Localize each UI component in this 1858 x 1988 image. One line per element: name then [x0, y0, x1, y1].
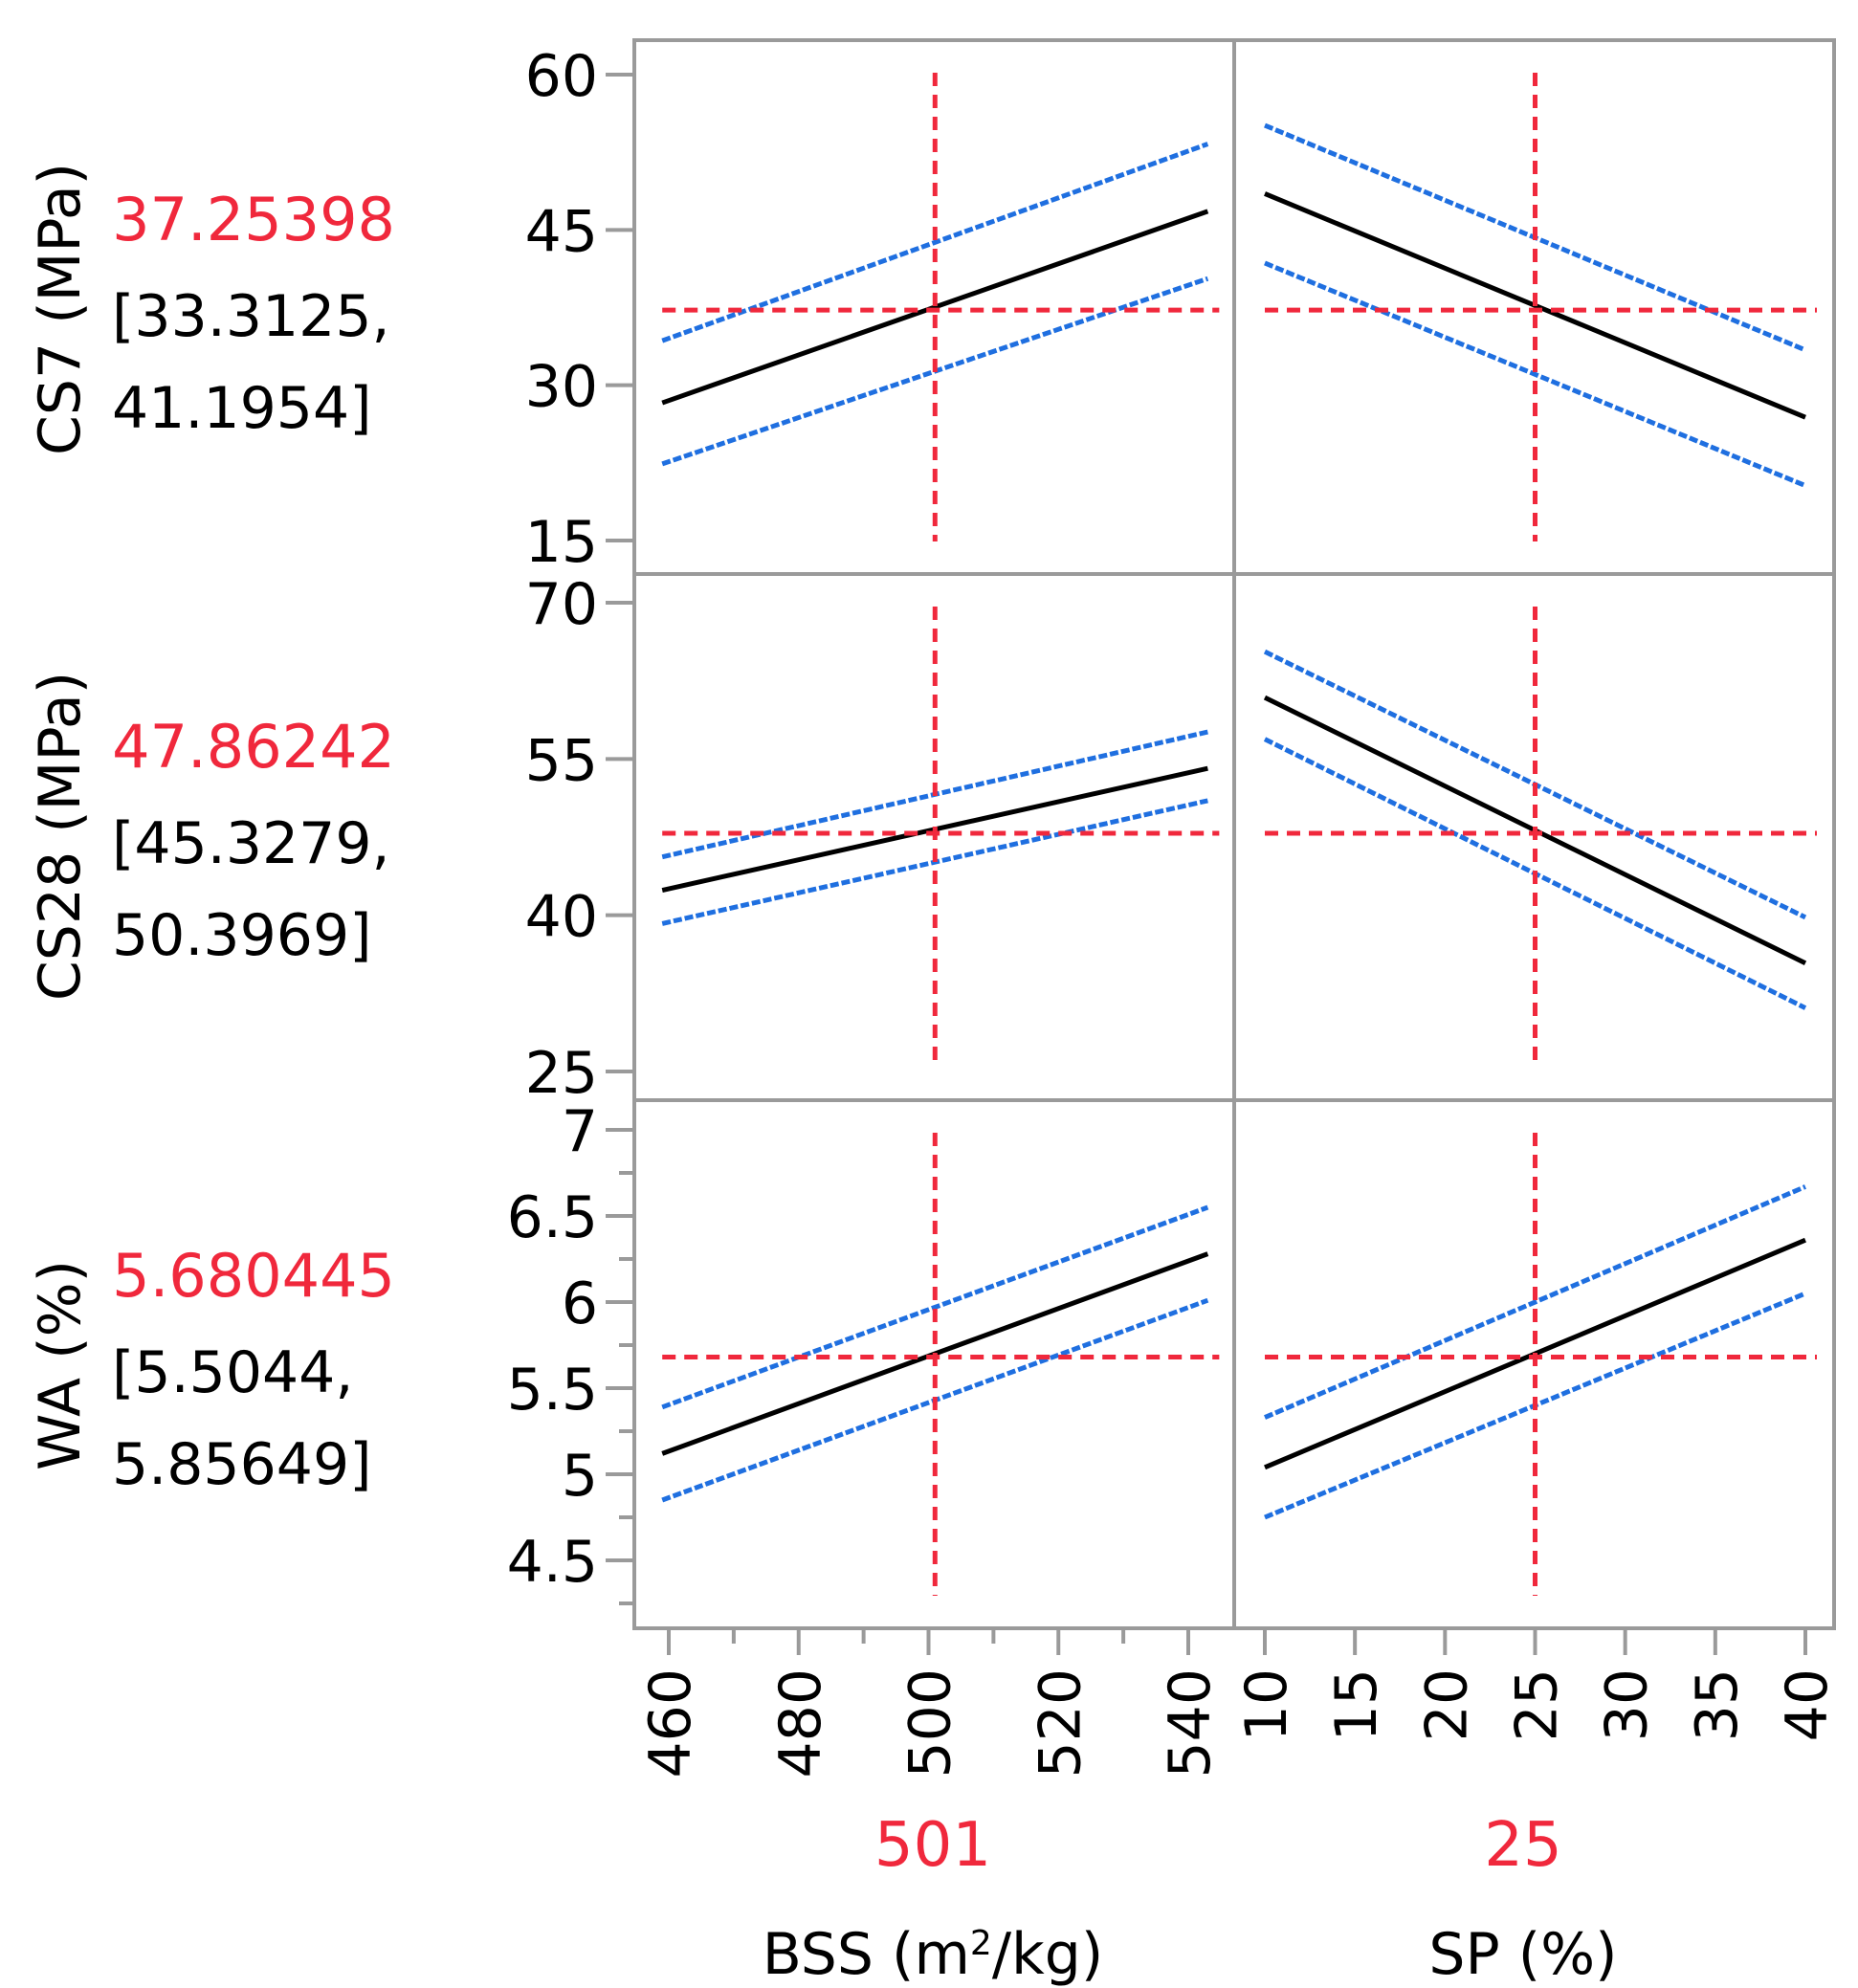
y-tick-label: 25	[525, 1040, 598, 1107]
cell-cs28-bss	[661, 607, 1220, 1068]
y-tick-label: 6.5	[507, 1184, 598, 1251]
y-tick-label: 6	[562, 1270, 598, 1337]
x-tick-label: 25	[1504, 1668, 1571, 1741]
cell-cs7-sp	[1264, 73, 1817, 541]
confidence-interval-upper: 50.3969]	[112, 902, 372, 969]
predicted-value: 5.680445	[112, 1241, 395, 1311]
x-axis-bss: 460 480 500 520 540	[637, 1628, 1224, 1778]
y-tick-label: 40	[525, 884, 598, 951]
y-tick-label: 5	[562, 1443, 598, 1510]
y-axis-wa: 4.5 5 5.5 6 6.5 7	[507, 1098, 634, 1605]
confidence-interval-lower: [45.3279,	[112, 810, 390, 877]
x-tick-label: 10	[1233, 1668, 1300, 1741]
confidence-interval-upper: 41.1954]	[112, 375, 372, 442]
factor-sp: 25 SP (%)	[1428, 1810, 1617, 1988]
y-tick-label: 15	[525, 509, 598, 576]
factor-name: SP (%)	[1428, 1921, 1617, 1988]
y-tick-label: 30	[525, 354, 598, 421]
cell-wa-sp	[1264, 1133, 1817, 1596]
prediction-line	[661, 209, 1209, 406]
cell-cs28-sp	[1263, 607, 1817, 1068]
lower-confidence-line	[661, 798, 1208, 926]
y-tick-label: 55	[525, 727, 598, 794]
confidence-interval-upper: 5.85649]	[112, 1431, 372, 1498]
axes: 15 30 45 60 25 40 55 70 4.5 5 5.5 6 6.5 7 460 480 500 520…	[507, 38, 1841, 1778]
y-tick-label: 60	[525, 43, 598, 110]
response-labels: CS7 (MPa) 37.25398 [33.3125, 41.1954] CS28 (…	[27, 163, 395, 1498]
upper-confidence-line	[661, 1204, 1209, 1410]
x-tick-label: 15	[1323, 1668, 1390, 1741]
factor-labels: 501 BSS (m2/kg) 25 SP (%)	[763, 1810, 1618, 1988]
x-tick-label: 520	[1027, 1668, 1094, 1778]
factor-name: BSS (m2/kg)	[763, 1921, 1104, 1988]
y-tick-label: 4.5	[507, 1529, 598, 1596]
x-tick-label: 35	[1684, 1668, 1751, 1741]
y-tick-label: 45	[525, 198, 598, 265]
response-name: CS7 (MPa)	[27, 163, 94, 455]
y-tick-label: 7	[562, 1098, 598, 1165]
current-factor-value[interactable]: 501	[874, 1810, 991, 1881]
upper-confidence-line	[1264, 1184, 1806, 1420]
x-tick-label: 20	[1413, 1668, 1480, 1741]
cell-wa-bss	[661, 1133, 1220, 1596]
response-name: WA (%)	[27, 1260, 94, 1470]
x-tick-label: 460	[637, 1668, 704, 1778]
x-tick-label: 40	[1774, 1668, 1841, 1741]
x-tick-label: 500	[897, 1668, 964, 1778]
x-axis-sp: 10 15 20 25 30 35 40	[1233, 1628, 1841, 1741]
x-tick-label: 480	[767, 1668, 834, 1778]
lower-confidence-line	[1264, 260, 1806, 488]
confidence-interval-lower: [5.5044,	[112, 1339, 353, 1406]
y-tick-label: 70	[525, 571, 598, 638]
x-tick-label: 540	[1157, 1668, 1224, 1778]
x-tick-label: 30	[1594, 1668, 1661, 1741]
y-axis-cs28: 25 40 55 70	[525, 571, 634, 1107]
response-cs28: CS28 (MPa) 47.86242 [45.3279, 50.3969]	[27, 672, 395, 1001]
predicted-value: 47.86242	[112, 712, 395, 782]
confidence-interval-lower: [33.3125,	[112, 283, 390, 350]
factor-bss: 501 BSS (m2/kg)	[763, 1810, 1104, 1988]
cell-cs7-bss	[661, 73, 1220, 541]
response-wa: WA (%) 5.680445 [5.5044, 5.85649]	[27, 1241, 395, 1498]
predicted-value: 37.25398	[112, 185, 395, 254]
y-tick-label: 5.5	[507, 1357, 598, 1424]
response-name: CS28 (MPa)	[27, 672, 94, 1001]
y-axis-cs7: 15 30 45 60	[525, 43, 634, 576]
response-cs7: CS7 (MPa) 37.25398 [33.3125, 41.1954]	[27, 163, 395, 455]
plot-cells	[661, 73, 1817, 1596]
current-factor-value[interactable]: 25	[1484, 1810, 1561, 1881]
